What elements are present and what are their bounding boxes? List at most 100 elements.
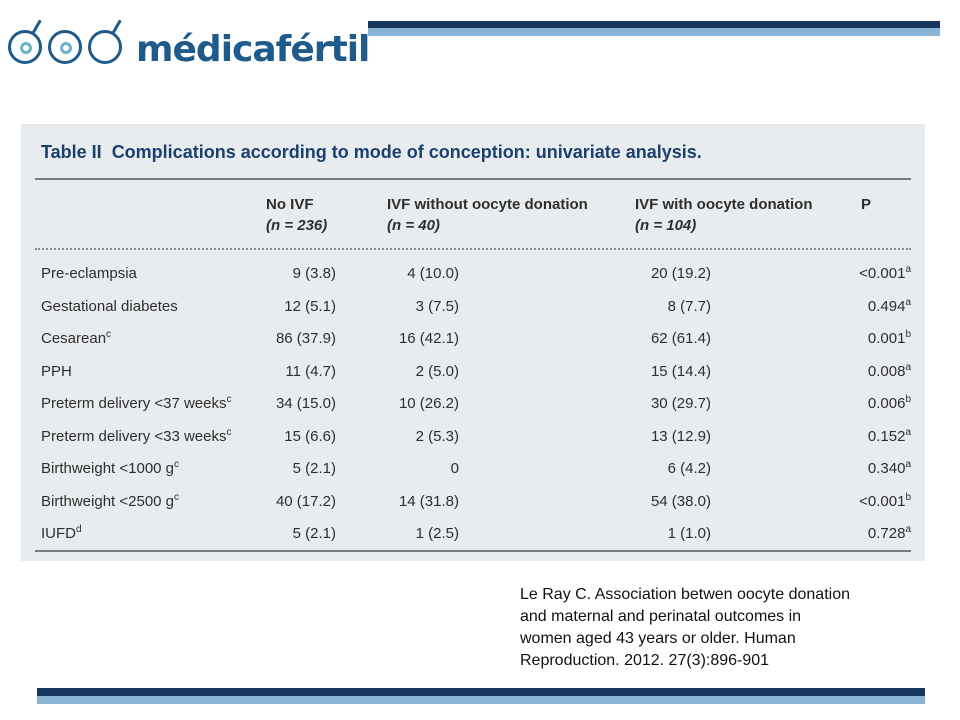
header-rule-light bbox=[368, 28, 940, 36]
cell-no-ivf: 9 (3.8) bbox=[266, 264, 336, 284]
cell-ivf-without: 2 (5.0) bbox=[389, 362, 459, 382]
row-label-footnote: c bbox=[226, 394, 232, 405]
table-row: PPH 11 (4.7) 2 (5.0) 15 (14.4) 0.008a bbox=[21, 356, 925, 388]
cell-ivf-without-text: 2 (5.0) bbox=[415, 362, 459, 380]
cell-no-ivf: 5 (2.1) bbox=[266, 524, 336, 544]
cell-ivf-with-text: 30 (29.7) bbox=[650, 395, 711, 412]
logo-mark-icon bbox=[8, 12, 128, 68]
row-label-footnote: d bbox=[76, 524, 82, 535]
cell-no-ivf-text: 34 (15.0) bbox=[275, 395, 336, 412]
row-label-text: PPH bbox=[41, 362, 72, 380]
header-ivf-with-n: (n = 104) bbox=[635, 217, 697, 234]
cell-p-value-footnote: b bbox=[905, 491, 911, 503]
cell-no-ivf: 34 (15.0) bbox=[266, 394, 336, 414]
row-label: PPH bbox=[41, 362, 72, 382]
cell-ivf-without-text: 0 bbox=[450, 460, 459, 477]
cell-ivf-with: 15 (14.4) bbox=[631, 362, 711, 382]
logo-circle-icon bbox=[48, 30, 82, 64]
row-label-text: Cesarean bbox=[41, 330, 107, 347]
cell-ivf-without: 4 (10.0) bbox=[389, 264, 459, 284]
cell-ivf-without-text: 3 (7.5) bbox=[415, 297, 459, 315]
cell-ivf-without-text: 16 (42.1) bbox=[398, 330, 459, 347]
cell-ivf-with-text: 20 (19.2) bbox=[650, 265, 711, 282]
row-label-text: IUFD bbox=[41, 525, 76, 542]
cell-ivf-with: 6 (4.2) bbox=[631, 459, 711, 479]
table-panel: Table II Complications according to mode … bbox=[21, 124, 925, 561]
cell-p-value-text: 0.340 bbox=[867, 460, 906, 477]
row-label: Preterm delivery <37 weeksc bbox=[41, 394, 232, 414]
cell-p-value: 0.001b bbox=[841, 329, 911, 349]
cell-p-value-footnote: a bbox=[905, 524, 911, 535]
header-no-ivf-n: (n = 236) bbox=[266, 217, 328, 234]
row-label-footnote: c bbox=[174, 459, 180, 470]
cell-no-ivf: 5 (2.1) bbox=[266, 459, 336, 479]
footer-rule-dark bbox=[37, 688, 925, 696]
cell-p-value-footnote: a bbox=[905, 296, 911, 308]
cell-p-value-text: <0.001 bbox=[859, 492, 906, 510]
cell-p-value: <0.001a bbox=[841, 264, 911, 284]
cell-ivf-without: 2 (5.3) bbox=[389, 427, 459, 447]
cell-p-value-footnote: a bbox=[905, 459, 911, 470]
cell-no-ivf: 86 (37.9) bbox=[266, 329, 336, 349]
cell-p-value: 0.006b bbox=[841, 394, 911, 414]
cell-p-value: 0.152a bbox=[841, 427, 911, 447]
logo-circle-icon bbox=[88, 19, 122, 64]
table-label: Table II bbox=[41, 142, 102, 162]
cell-p-value-footnote: b bbox=[905, 329, 911, 340]
cell-ivf-without: 3 (7.5) bbox=[389, 297, 459, 317]
row-label: Birthweight <2500 gc bbox=[41, 492, 179, 512]
cell-ivf-with-text: 8 (7.7) bbox=[667, 297, 711, 315]
cell-ivf-without: 10 (26.2) bbox=[389, 394, 459, 414]
cell-no-ivf: 40 (17.2) bbox=[266, 492, 336, 512]
row-label-text: Pre-eclampsia bbox=[41, 265, 137, 282]
footer-rule-light bbox=[37, 696, 925, 704]
row-label-footnote: c bbox=[226, 426, 232, 438]
cell-no-ivf-text: 11 (4.7) bbox=[285, 362, 336, 380]
cell-p-value-text: 0.006 bbox=[867, 395, 906, 412]
cell-ivf-without: 1 (2.5) bbox=[389, 524, 459, 544]
table-title: Table II Complications according to mode … bbox=[41, 142, 702, 163]
table-row: IUFDd 5 (2.1) 1 (2.5) 1 (1.0) 0.728a bbox=[21, 518, 925, 550]
cell-no-ivf: 15 (6.6) bbox=[266, 427, 336, 447]
header-ivf-with: IVF with oocyte donation (n = 104) bbox=[635, 194, 813, 236]
header-no-ivf: No IVF (n = 236) bbox=[266, 194, 327, 236]
table-caption: Complications according to mode of conce… bbox=[111, 142, 702, 162]
cell-no-ivf-text: 86 (37.9) bbox=[275, 330, 336, 347]
cell-ivf-with: 13 (12.9) bbox=[631, 427, 711, 447]
row-label: Preterm delivery <33 weeksc bbox=[41, 427, 232, 447]
logo: médicafértil bbox=[8, 12, 370, 70]
header-ivf-without-title: IVF without oocyte donation bbox=[387, 196, 588, 213]
cell-ivf-with: 1 (1.0) bbox=[631, 524, 711, 544]
cell-ivf-with-text: 13 (12.9) bbox=[650, 427, 711, 445]
cell-p-value-footnote: a bbox=[905, 264, 911, 275]
citation-line: women aged 43 years or older. Human bbox=[520, 630, 796, 647]
header-separator bbox=[35, 248, 911, 250]
citation-line: Le Ray C. Association betwen oocyte dona… bbox=[520, 586, 850, 603]
cell-ivf-with-text: 15 (14.4) bbox=[650, 362, 711, 380]
row-label-footnote: c bbox=[174, 491, 180, 503]
cell-ivf-without: 14 (31.8) bbox=[389, 492, 459, 512]
citation-line: and maternal and perinatal outcomes in bbox=[520, 608, 802, 625]
cell-ivf-without-text: 4 (10.0) bbox=[407, 265, 459, 282]
cell-no-ivf: 12 (5.1) bbox=[266, 297, 336, 317]
header-no-ivf-title: No IVF bbox=[266, 196, 314, 213]
cell-ivf-with-text: 1 (1.0) bbox=[667, 525, 711, 542]
cell-ivf-with: 20 (19.2) bbox=[631, 264, 711, 284]
cell-ivf-without: 0 bbox=[389, 459, 459, 479]
cell-p-value: 0.494a bbox=[841, 297, 911, 317]
row-label-footnote: c bbox=[106, 329, 112, 340]
table-row: Pre-eclampsia 9 (3.8) 4 (10.0) 20 (19.2) <0.… bbox=[21, 258, 925, 290]
citation-line: Reproduction. 2012. 27(3):896-901 bbox=[520, 652, 770, 669]
table-row: Birthweight <2500 gc 40 (17.2) 14 (31.8) 54… bbox=[21, 486, 925, 518]
table-row: Cesareanc 86 (37.9) 16 (42.1) 62 (61.4) 0.00… bbox=[21, 323, 925, 355]
cell-ivf-with: 8 (7.7) bbox=[631, 297, 711, 317]
cell-no-ivf-text: 15 (6.6) bbox=[284, 427, 336, 445]
cell-ivf-with: 30 (29.7) bbox=[631, 394, 711, 414]
cell-no-ivf: 11 (4.7) bbox=[266, 362, 336, 382]
row-label-text: Birthweight <1000 g bbox=[41, 460, 175, 477]
cell-p-value-footnote: b bbox=[905, 394, 911, 405]
cell-p-value-text: 0.008 bbox=[867, 362, 906, 380]
header-ivf-without-n: (n = 40) bbox=[387, 217, 440, 234]
cell-p-value: 0.008a bbox=[841, 362, 911, 382]
cell-p-value-text: 0.728 bbox=[867, 525, 906, 542]
